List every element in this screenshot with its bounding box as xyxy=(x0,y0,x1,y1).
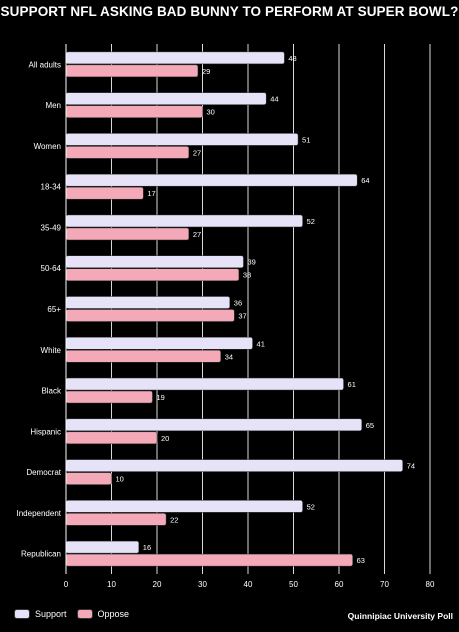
value-label-oppose: 38 xyxy=(243,271,251,280)
value-label-oppose: 10 xyxy=(116,475,124,484)
bar-support xyxy=(65,459,403,472)
legend-item-support: Support xyxy=(14,609,67,619)
value-label-oppose: 34 xyxy=(225,352,233,361)
bar-support xyxy=(65,418,362,432)
x-tick-label: 10 xyxy=(107,580,116,589)
x-tick-label: 40 xyxy=(244,580,253,589)
category-label: 50-64 xyxy=(41,264,62,273)
bar-oppose xyxy=(65,513,167,526)
bar-oppose xyxy=(65,472,112,485)
x-tick-label: 60 xyxy=(335,580,344,589)
legend-swatch-oppose xyxy=(76,609,93,619)
value-label-support: 16 xyxy=(143,543,151,552)
bar-oppose xyxy=(65,64,199,78)
bar-oppose xyxy=(65,390,153,404)
category-label: Independent xyxy=(17,509,62,518)
bar-oppose xyxy=(65,350,221,363)
x-tick-label: 80 xyxy=(426,580,435,589)
value-label-support: 74 xyxy=(407,462,415,471)
category-label: 65+ xyxy=(47,305,61,314)
value-label-support: 65 xyxy=(366,421,374,430)
bar-oppose xyxy=(65,186,144,200)
value-label-oppose: 29 xyxy=(202,67,210,76)
bar-support xyxy=(65,255,244,268)
value-label-support: 39 xyxy=(247,258,255,267)
bar-support xyxy=(65,133,299,146)
legend-item-oppose: Oppose xyxy=(76,609,130,619)
bar-oppose xyxy=(65,146,190,159)
x-tick-label: 20 xyxy=(153,580,162,589)
bar-oppose xyxy=(65,227,190,241)
source-note: Quinnipiac University Poll xyxy=(347,611,453,621)
bar-support xyxy=(65,51,285,65)
value-label-oppose: 37 xyxy=(238,312,246,321)
bar-support xyxy=(65,296,231,309)
x-tick-label: 0 xyxy=(64,580,69,589)
value-label-oppose: 27 xyxy=(193,148,201,157)
bar-chart: 0 10 20 30 40 50 60 70 80 All adults 48 29 Men 44 30 Wo… xyxy=(17,44,435,589)
legend-label-support: Support xyxy=(35,609,67,619)
value-label-support: 52 xyxy=(307,502,315,511)
value-label-oppose: 17 xyxy=(147,189,155,198)
legend-swatch-support xyxy=(14,609,30,619)
bar-support xyxy=(65,214,303,228)
value-label-support: 48 xyxy=(288,54,296,63)
bar-support xyxy=(65,337,253,350)
x-tick-label: 30 xyxy=(198,580,207,589)
category-label: 18-34 xyxy=(41,183,62,192)
value-label-oppose: 22 xyxy=(170,515,178,524)
x-tick-label: 70 xyxy=(380,580,389,589)
value-label-oppose: 30 xyxy=(207,108,215,117)
bar-oppose xyxy=(65,268,240,281)
bar-support xyxy=(65,377,344,391)
legend-label-oppose: Oppose xyxy=(97,609,130,619)
value-label-oppose: 20 xyxy=(161,434,169,443)
bar-support xyxy=(65,500,303,513)
category-label: Black xyxy=(41,387,62,396)
bar-oppose xyxy=(65,553,353,567)
x-tick-label: 50 xyxy=(289,580,298,589)
category-label: Hispanic xyxy=(30,427,61,436)
value-label-support: 52 xyxy=(307,217,315,226)
category-label: Men xyxy=(45,101,61,110)
value-label-support: 36 xyxy=(234,299,242,308)
value-label-support: 44 xyxy=(270,95,278,104)
legend: Support Oppose xyxy=(14,609,139,619)
category-label: White xyxy=(41,346,62,355)
chart-title: SUPPORT NFL ASKING BAD BUNNY TO PERFORM … xyxy=(0,4,459,19)
value-label-support: 41 xyxy=(257,339,265,348)
category-label: Democrat xyxy=(26,468,61,477)
category-label: All adults xyxy=(29,60,61,69)
value-label-oppose: 27 xyxy=(193,230,201,239)
bar-oppose xyxy=(65,309,235,322)
bar-support xyxy=(65,540,140,554)
category-label: 35-49 xyxy=(41,223,62,232)
value-label-support: 61 xyxy=(348,380,356,389)
value-label-oppose: 19 xyxy=(156,393,164,402)
value-label-oppose: 63 xyxy=(357,556,365,565)
category-label: Women xyxy=(34,142,61,151)
bar-support xyxy=(65,92,267,105)
category-label: Republican xyxy=(21,550,61,559)
value-label-support: 64 xyxy=(361,176,369,185)
bar-oppose xyxy=(65,105,203,118)
bar-oppose xyxy=(65,431,158,445)
bar-support xyxy=(65,173,358,187)
value-label-support: 51 xyxy=(302,135,310,144)
